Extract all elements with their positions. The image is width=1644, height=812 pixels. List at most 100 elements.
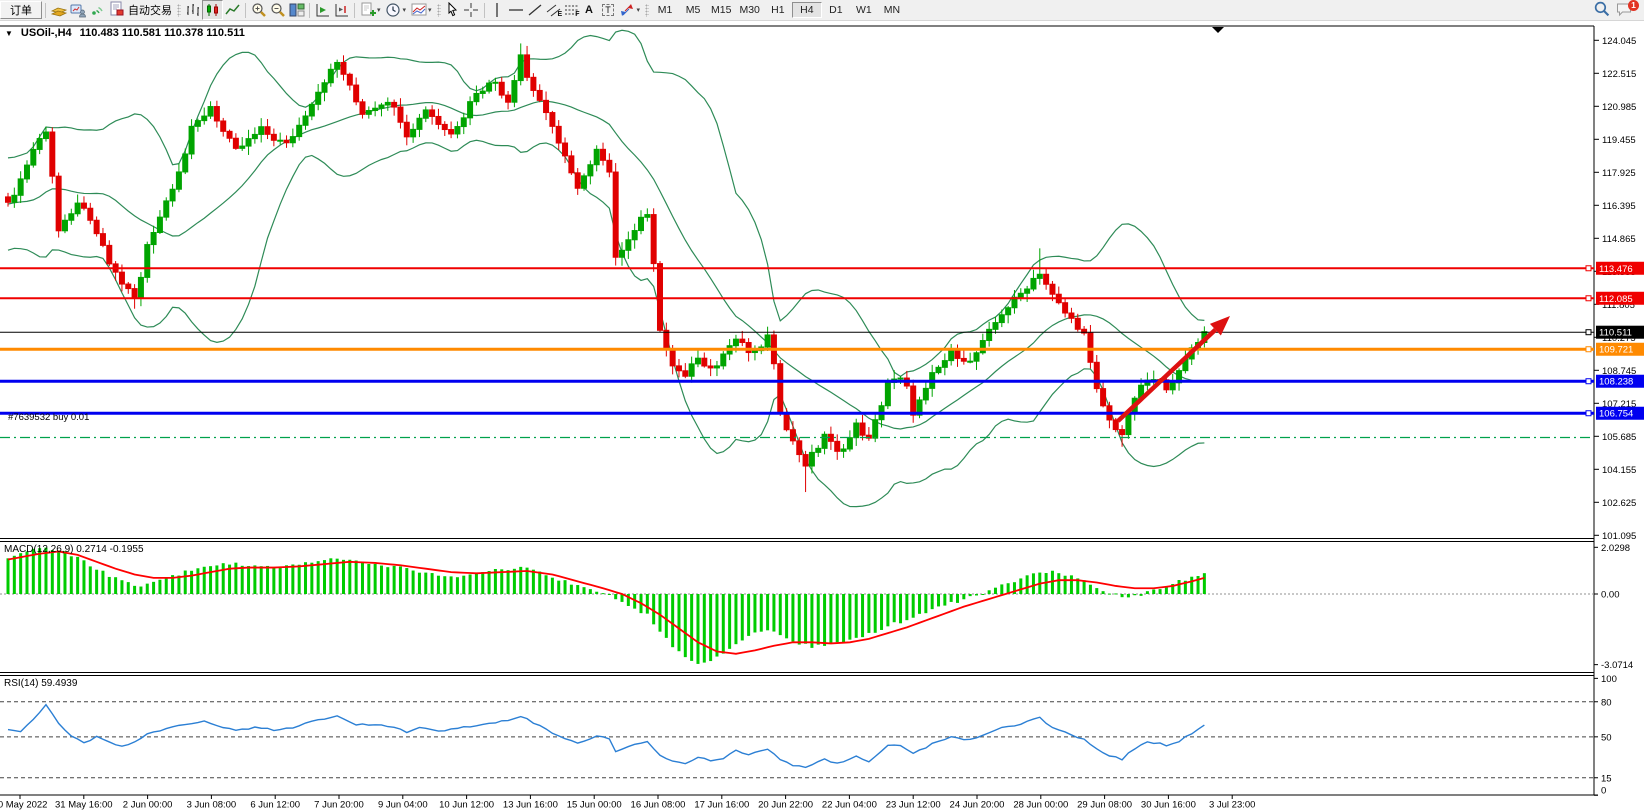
price-axis[interactable]: 124.045 122.515 120.985 119.455 117.925 116.3… — [1594, 36, 1636, 542]
label-tool[interactable]: T — [599, 1, 618, 19]
candle — [30, 148, 37, 166]
template-dropdown[interactable]: ▾ — [428, 7, 432, 14]
new-chart-dropdown[interactable]: ▾ — [377, 7, 381, 14]
macd-bar — [709, 594, 713, 662]
macd-bar — [759, 594, 763, 632]
template-icon — [411, 2, 427, 18]
line-handle[interactable] — [1585, 295, 1592, 302]
arrows-dropdown[interactable]: ▾ — [636, 7, 641, 14]
time-axis[interactable]: 30 May 2022 31 May 16:00 2 Jun 00:00 3 Jun … — [0, 795, 1255, 811]
time-tick-label: 29 Jun 08:00 — [1077, 800, 1132, 811]
timeframe-H4[interactable]: H4 — [791, 2, 822, 18]
price-line-110.511[interactable]: 110.511 — [0, 325, 1644, 339]
macd-bar — [57, 550, 61, 594]
signals-button[interactable] — [87, 1, 106, 19]
line-chart-button[interactable] — [223, 1, 242, 19]
open-position-label: #7639532 buy 0.01 — [8, 412, 90, 423]
line-handle[interactable] — [1585, 410, 1592, 417]
price-line-113.476[interactable]: 113.476 — [0, 261, 1644, 275]
bar-chart-button[interactable] — [183, 1, 202, 19]
cursor-button[interactable] — [443, 1, 462, 19]
macd-bar — [259, 566, 263, 594]
notifications-button[interactable]: 1 — [1616, 0, 1639, 19]
candle — [340, 61, 347, 75]
candle — [663, 329, 670, 350]
timeframe-D1[interactable]: D1 — [829, 4, 843, 16]
macd-bar — [804, 594, 808, 644]
price-line-109.721[interactable]: 109.721 — [0, 342, 1644, 356]
macd-bar — [734, 594, 738, 645]
chart-shift-button[interactable] — [332, 1, 351, 19]
time-tick-label: 16 Jun 08:00 — [631, 800, 686, 811]
timeframe-M5[interactable]: M5 — [685, 4, 701, 16]
macd-bar — [316, 561, 320, 594]
candle — [1176, 370, 1183, 384]
macd-bar — [1025, 575, 1029, 594]
macd-axis[interactable]: 2.0298 0.00 -3.0714 — [1594, 543, 1633, 671]
candle — [239, 145, 246, 149]
auto-scroll-button[interactable] — [313, 1, 332, 19]
price-badge — [1596, 291, 1644, 305]
arrows-tool[interactable] — [618, 1, 637, 19]
macd-bar — [785, 594, 789, 639]
text-tool[interactable]: A — [580, 1, 599, 19]
price-line-106.754[interactable]: 106.754 — [0, 406, 1644, 420]
candlestick-chart-button[interactable] — [202, 0, 223, 20]
candle — [638, 216, 644, 232]
terminal-button[interactable] — [68, 1, 87, 19]
candle — [1081, 328, 1088, 334]
timeframe-MN[interactable]: MN — [883, 4, 901, 16]
macd-bar — [411, 570, 415, 594]
timeframe-H1[interactable]: H1 — [771, 4, 785, 16]
line-handle[interactable] — [1585, 346, 1592, 353]
candle — [17, 178, 24, 196]
trendline-tool[interactable] — [526, 1, 545, 19]
periods-button[interactable] — [384, 1, 403, 19]
macd-bar — [614, 594, 618, 600]
candle — [511, 80, 518, 103]
candle — [1093, 361, 1100, 390]
line-handle[interactable] — [1585, 378, 1592, 385]
time-tick-label: 20 Jun 22:00 — [758, 800, 813, 811]
one-click-trading-arrow[interactable]: ▼ — [5, 29, 13, 38]
line-handle[interactable] — [1585, 265, 1592, 272]
macd-bar — [924, 594, 928, 614]
macd-bar — [455, 577, 459, 594]
tile-windows-button[interactable] — [287, 1, 306, 19]
new-order-button[interactable] — [49, 1, 68, 19]
template-button[interactable] — [409, 1, 428, 19]
price-line-108.238[interactable]: 108.238 — [0, 374, 1644, 388]
timeframe-W1[interactable]: W1 — [856, 4, 872, 16]
macd-bar — [152, 581, 156, 594]
time-tick-label: 7 Jun 20:00 — [314, 800, 364, 811]
channel-tool[interactable] — [545, 1, 564, 19]
zoom-in-button[interactable] — [249, 1, 268, 19]
macd-bar — [816, 594, 820, 645]
zoom-out-button[interactable] — [268, 1, 287, 19]
fibonacci-tool[interactable] — [562, 1, 581, 19]
notification-badge: 1 — [1628, 0, 1639, 11]
candle — [1074, 317, 1081, 330]
macd-bar — [715, 594, 719, 657]
timeframe-M15[interactable]: M15 — [711, 4, 732, 16]
macd-bar — [304, 562, 308, 594]
periods-dropdown[interactable]: ▾ — [402, 7, 407, 14]
rsi-axis[interactable]: 100 80 50 15 0 — [1594, 674, 1617, 797]
price-line-112.085[interactable]: 112.085 — [0, 291, 1644, 305]
line-handle[interactable] — [1585, 329, 1592, 336]
channel-letter: E — [557, 11, 563, 18]
vertical-line-tool[interactable] — [488, 1, 507, 19]
crosshair-button[interactable] — [462, 1, 481, 19]
last-bar-marker — [1212, 27, 1224, 33]
macd-signal-line — [7, 550, 1205, 655]
time-tick-label: 23 Jun 12:00 — [886, 800, 941, 811]
horizontal-line-tool[interactable] — [507, 1, 526, 19]
new-chart-button[interactable] — [358, 1, 377, 19]
orders-button[interactable]: 订单 — [0, 1, 42, 19]
zoom-out-icon — [270, 2, 286, 18]
timeframe-M1[interactable]: M1 — [657, 4, 673, 16]
timeframe-M30[interactable]: M30 — [739, 4, 760, 16]
trend-arrow-annotation[interactable] — [1116, 316, 1230, 423]
autotrading-button[interactable]: 自动交易 — [106, 1, 175, 20]
search-icon[interactable] — [1593, 0, 1610, 20]
